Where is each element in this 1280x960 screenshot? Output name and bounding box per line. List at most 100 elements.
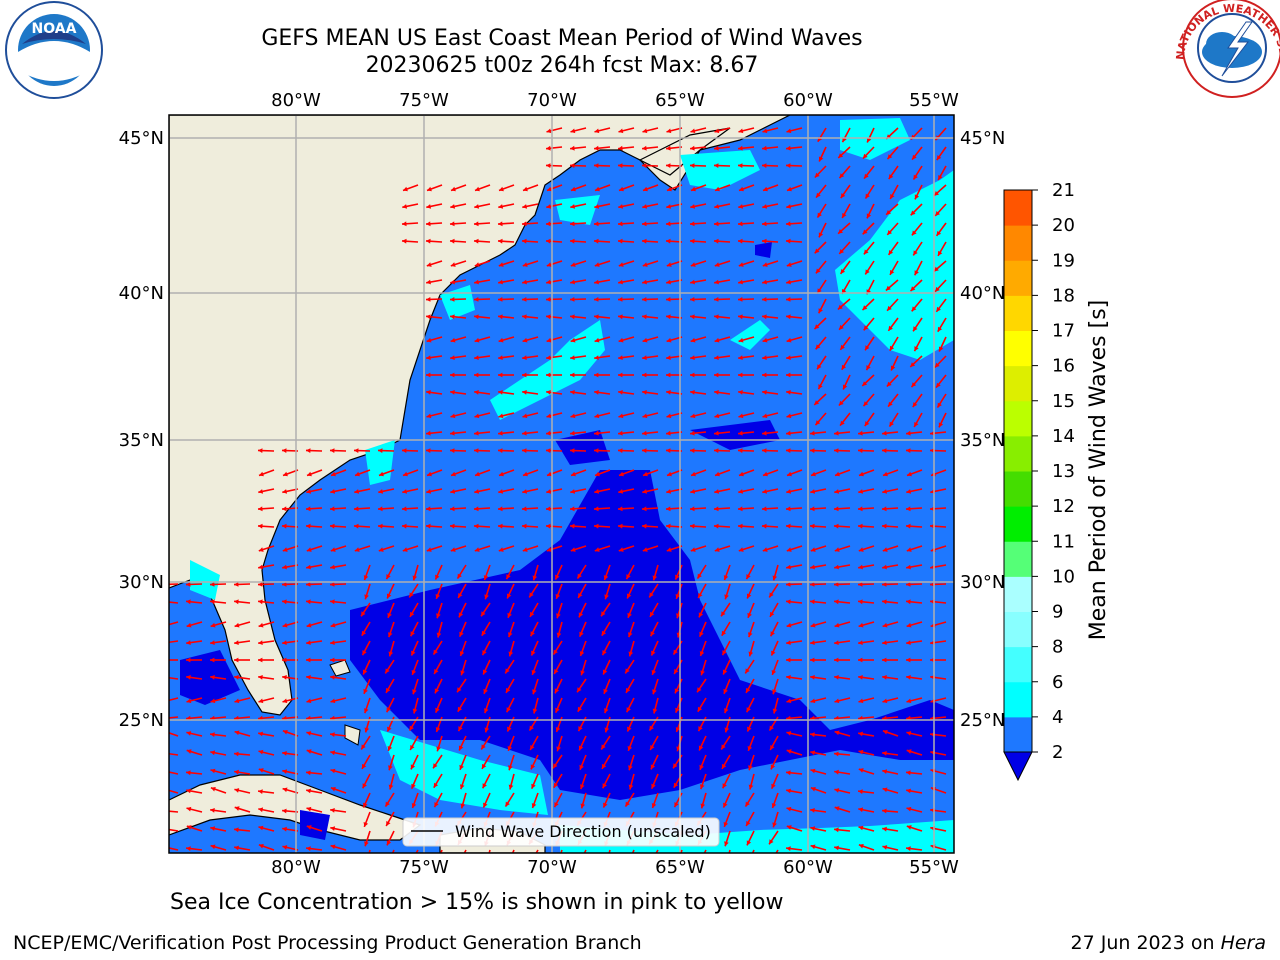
- colorbar-label: Mean Period of Wind Waves [s]: [1086, 300, 1111, 640]
- wind-arrow-head: [786, 640, 791, 645]
- wind-arrow-head: [186, 622, 192, 628]
- wind-arrow-head: [626, 707, 631, 713]
- wind-arrow-head: [522, 489, 528, 494]
- wind-arrow-head: [842, 213, 847, 218]
- wind-arrow-head: [450, 297, 455, 302]
- wind-arrow-head: [306, 523, 311, 529]
- colorbar-segment: [1004, 471, 1032, 507]
- wind-arrow-head: [618, 314, 623, 320]
- lat-labels-right: 45°N 40°N 35°N 30°N 25°N: [960, 128, 1005, 731]
- wind-arrow-head: [426, 372, 431, 378]
- wind-arrow-head: [554, 802, 559, 808]
- wind-arrow-head: [906, 640, 911, 645]
- wind-arrow-head: [450, 238, 455, 244]
- wind-arrow-head: [911, 230, 917, 236]
- wind-arrow-head: [723, 822, 729, 827]
- wind-arrow-head: [906, 657, 911, 663]
- wind-arrow-head: [738, 297, 743, 302]
- wind-arrow-head: [355, 471, 360, 477]
- wind-arrow-head: [714, 128, 720, 134]
- wind-arrow-head: [507, 746, 513, 751]
- wind-arrow-head: [282, 751, 287, 756]
- colorbar-tick-label: 4: [1052, 707, 1063, 728]
- wind-arrow-head: [282, 547, 288, 552]
- wind-arrow-head: [435, 574, 440, 580]
- wind-arrow-head: [714, 145, 719, 151]
- wind-arrow-head: [363, 575, 369, 580]
- wind-arrow-head: [666, 448, 671, 453]
- wind-arrow-head: [426, 297, 431, 302]
- wind-arrow-head: [450, 262, 456, 267]
- low-period-region: [755, 242, 772, 258]
- wind-arrow-head: [579, 651, 585, 656]
- lon-label: 80°W: [271, 90, 321, 111]
- wind-arrow-head: [890, 269, 895, 275]
- wind-arrow-head: [935, 286, 940, 292]
- wind-arrow-head: [386, 821, 391, 826]
- wind-arrow-head: [786, 204, 792, 209]
- wind-arrow-head: [434, 802, 439, 808]
- wind-arrow-head: [605, 861, 610, 866]
- wind-arrow-head: [403, 471, 408, 477]
- wind-arrow-head: [306, 846, 311, 851]
- wind-arrow-head: [186, 749, 192, 754]
- wind-arrow-head: [786, 599, 791, 605]
- wind-arrow-head: [935, 211, 940, 216]
- wind-arrow-head: [485, 861, 490, 866]
- wind-arrow-head: [912, 402, 918, 408]
- wind-arrow-head: [282, 564, 287, 570]
- wind-arrow-head: [714, 262, 720, 267]
- wind-arrow-head: [858, 430, 863, 436]
- wind-arrow-head: [913, 326, 918, 332]
- wind-arrow-head: [483, 802, 488, 808]
- wind-arrow-head: [882, 640, 887, 645]
- wind-arrow-head: [594, 547, 600, 552]
- wind-arrow-head: [379, 471, 384, 477]
- lat-label: 25°N: [119, 710, 164, 731]
- wind-arrow-head: [385, 668, 390, 674]
- wind-arrow-head: [387, 860, 391, 865]
- wind-arrow-head: [834, 506, 839, 512]
- wind-arrow-head: [282, 622, 288, 628]
- wind-arrow-head: [746, 687, 751, 693]
- wind-arrow-head: [882, 582, 887, 587]
- wind-arrow-head: [378, 523, 383, 529]
- wind-arrow-head: [786, 506, 791, 512]
- wind-arrow-head: [363, 822, 369, 827]
- wind-arrow-head: [642, 430, 647, 436]
- colorbar-tick-label: 18: [1052, 285, 1075, 306]
- wind-arrow-head: [763, 186, 768, 192]
- wind-arrow-head: [858, 825, 864, 831]
- colorbar-tick-label: 12: [1052, 496, 1075, 517]
- wind-arrow-head: [840, 344, 845, 350]
- wind-arrow-head: [690, 390, 695, 395]
- wind-arrow-head: [786, 314, 791, 320]
- wind-arrow-head: [889, 345, 895, 351]
- wind-arrow-head: [810, 430, 815, 436]
- wind-arrow-head: [618, 221, 623, 227]
- wind-arrow-head: [426, 337, 432, 343]
- wind-arrow-head: [570, 238, 575, 244]
- wind-arrow-head: [906, 846, 911, 851]
- wind-arrow-head: [603, 802, 608, 808]
- wind-arrow-head: [435, 727, 441, 732]
- wind-arrow-head: [546, 390, 551, 395]
- wind-arrow-head: [570, 390, 575, 395]
- wind-arrow-head: [839, 324, 844, 330]
- wind-arrow-head: [771, 783, 776, 789]
- wind-arrow-head: [699, 764, 704, 770]
- wind-arrow-head: [913, 250, 918, 256]
- wind-arrow-head: [882, 489, 888, 494]
- wind-arrow-head: [402, 506, 407, 512]
- wind-arrow-head: [330, 506, 335, 512]
- wind-arrow-head: [458, 593, 463, 598]
- wind-arrow-head: [675, 574, 680, 580]
- wind-arrow: [169, 640, 179, 644]
- wind-arrow-head: [810, 448, 815, 453]
- wind-arrow-head: [451, 471, 456, 477]
- wind-arrow-head: [863, 325, 869, 331]
- wind-arrow-head: [810, 599, 815, 605]
- wind-arrow-head: [434, 669, 439, 674]
- wind-arrow-head: [762, 355, 767, 360]
- wind-arrow-head: [650, 631, 655, 637]
